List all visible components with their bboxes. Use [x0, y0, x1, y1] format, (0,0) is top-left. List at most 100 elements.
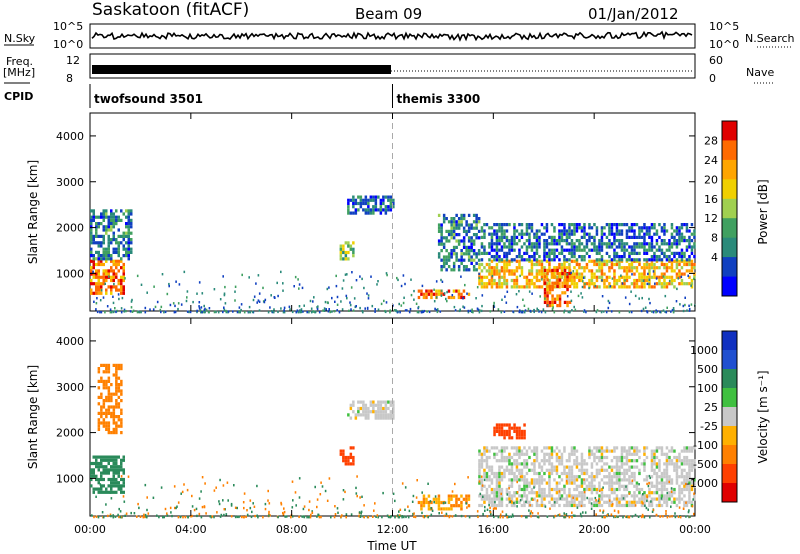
velocity-speck — [205, 512, 207, 515]
power-cell — [685, 262, 689, 267]
velocity-cell — [478, 475, 481, 479]
power-cell — [553, 268, 557, 272]
velocity-cell — [608, 494, 611, 498]
power-cell — [670, 223, 674, 227]
velocity-cell — [513, 478, 516, 482]
power-cell — [593, 285, 596, 289]
power-cell — [573, 248, 576, 252]
power-speck — [417, 305, 420, 309]
velocity-speck — [427, 482, 429, 485]
power-speck — [520, 311, 523, 314]
power-cell — [570, 232, 574, 236]
power-cell — [648, 245, 651, 249]
power-cell — [354, 198, 358, 202]
velocity-cell — [530, 468, 534, 472]
power-cell — [590, 278, 594, 283]
velocity-speck — [176, 505, 178, 508]
power-cell — [568, 300, 572, 304]
power-cell — [490, 239, 494, 243]
power-cell — [105, 272, 108, 276]
velocity-cell — [505, 497, 509, 501]
power-speck — [648, 278, 651, 281]
velocity-cell — [673, 455, 676, 460]
power-cell — [382, 198, 385, 202]
power-cell — [505, 262, 509, 267]
power-cell — [680, 239, 684, 243]
velocity-speck — [251, 510, 253, 514]
power-cell — [455, 213, 458, 217]
power-cell — [615, 232, 619, 236]
power-cell — [673, 235, 676, 239]
velocity-speck — [219, 478, 221, 482]
power-cell — [477, 249, 481, 253]
velocity-cell — [633, 452, 636, 456]
power-cell — [613, 239, 616, 243]
velocity-cell — [478, 471, 481, 476]
velocity-cell — [112, 458, 115, 462]
power-speck — [298, 283, 301, 286]
velocity-cell — [583, 459, 586, 463]
power-cell — [495, 269, 499, 273]
velocity-cell — [588, 455, 591, 460]
power-cell — [608, 282, 611, 286]
velocity-cell — [673, 468, 676, 472]
power-region — [347, 195, 395, 215]
velocity-cell — [688, 449, 691, 453]
power-cell — [613, 258, 616, 262]
power-cell — [488, 232, 491, 236]
power-cell — [92, 291, 95, 295]
power-cell — [633, 266, 636, 270]
velocity-cell — [535, 478, 539, 482]
velocity-cell — [543, 452, 546, 456]
velocity-speck — [302, 507, 305, 511]
freq-tick-low: 8 — [66, 72, 73, 85]
power-cell — [643, 278, 646, 283]
power-cell — [90, 228, 93, 232]
power-cell — [460, 223, 463, 227]
power-cell — [570, 275, 574, 279]
velocity-cell — [455, 497, 458, 501]
velocity-speck — [590, 507, 593, 510]
power-cell — [573, 278, 576, 283]
power-speck — [624, 279, 626, 282]
power-speck — [462, 305, 464, 308]
power-cell — [445, 249, 448, 253]
velocity-speck — [467, 476, 469, 479]
velocity-speck — [363, 504, 365, 507]
velocity-cell — [610, 478, 614, 482]
velocity-cell — [690, 462, 694, 466]
power-cell — [100, 291, 103, 295]
power-cell — [440, 226, 443, 230]
velocity-cell — [347, 413, 350, 417]
velocity-cell — [578, 475, 581, 479]
velocity-cell — [578, 494, 581, 498]
velocity-cell — [638, 471, 641, 476]
velocity-cell — [665, 462, 669, 466]
power-cell — [620, 223, 624, 227]
power-cell — [543, 245, 546, 249]
velocity-scatter — [91, 474, 695, 519]
velocity-cell — [630, 452, 634, 456]
velocity-cell — [688, 446, 691, 450]
power-speck — [377, 280, 379, 283]
velocity-cell — [500, 429, 504, 433]
power-cell — [603, 259, 606, 263]
velocity-cell — [515, 459, 519, 463]
velocity-cell — [645, 446, 649, 450]
velocity-speck — [404, 508, 406, 511]
velocity-cell — [620, 449, 624, 453]
power-cell — [563, 272, 567, 276]
velocity-cell — [590, 481, 594, 485]
power-cell — [670, 232, 674, 236]
power-cell — [515, 282, 519, 286]
velocity-speck — [484, 509, 486, 512]
velocity-cell — [580, 500, 584, 504]
velocity-cell — [495, 487, 499, 492]
power-cell — [387, 195, 390, 199]
power-speck — [289, 308, 291, 311]
velocity-cell — [590, 487, 594, 492]
power-speck — [113, 310, 115, 313]
velocity-cell — [490, 468, 494, 472]
power-cell — [570, 272, 574, 276]
power-cell — [110, 215, 113, 219]
